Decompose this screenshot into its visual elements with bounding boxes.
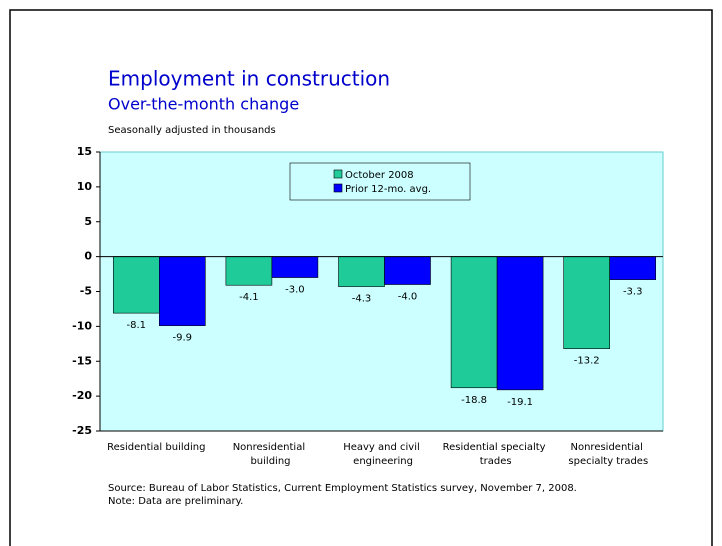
slide-frame (9, 9, 713, 546)
bar (384, 256, 431, 285)
legend-label: October 2008 (345, 170, 414, 181)
value-label: -4.3 (352, 294, 372, 305)
y-tick-label: 10 (77, 180, 93, 193)
y-tick-label: -20 (72, 389, 92, 402)
legend-label: Prior 12-mo. avg. (345, 184, 431, 195)
source-note: Source: Bureau of Labor Statistics, Curr… (108, 483, 577, 494)
bar (271, 256, 319, 278)
bar (563, 256, 611, 349)
bar (159, 256, 206, 326)
value-label: -3.0 (285, 285, 305, 296)
x-tick-label: Nonresidential specialty trades (565, 442, 648, 467)
bar (609, 256, 657, 280)
value-label: -8.1 (127, 320, 147, 331)
y-tick-label: 15 (77, 145, 92, 158)
y-axis-label: Seasonally adjusted in thousands (108, 125, 276, 136)
bar (113, 256, 160, 314)
legend-box (289, 162, 471, 201)
y-tick-label: 0 (84, 250, 92, 263)
y-tick-label: -15 (72, 354, 92, 367)
legend-swatch (333, 183, 343, 193)
x-tick-label: Residential building (107, 442, 205, 453)
x-tick-label: Heavy and civil engineering (343, 442, 420, 467)
value-label: -4.0 (398, 292, 418, 303)
bar (338, 256, 385, 287)
value-label: -19.1 (507, 397, 533, 408)
value-label: -13.2 (574, 356, 600, 367)
x-tick-label: Residential specialty trades (443, 442, 546, 467)
bar (450, 256, 498, 389)
chart-subtitle: Over-the-month change (108, 95, 299, 114)
chart-title: Employment in construction (108, 67, 390, 91)
bar (496, 256, 544, 391)
value-label: -18.8 (461, 395, 487, 406)
legend-swatch (333, 169, 343, 179)
y-tick-label: 5 (84, 215, 92, 228)
note: Note: Data are preliminary. (108, 496, 243, 507)
x-tick-label: Nonresidential building (233, 442, 305, 467)
value-label: -4.1 (239, 292, 259, 303)
value-label: -3.3 (623, 287, 643, 298)
value-label: -9.9 (173, 333, 193, 344)
bar (225, 256, 273, 286)
y-tick-label: -25 (72, 424, 92, 437)
y-tick-label: -5 (80, 285, 92, 298)
y-tick-label: -10 (72, 319, 92, 332)
